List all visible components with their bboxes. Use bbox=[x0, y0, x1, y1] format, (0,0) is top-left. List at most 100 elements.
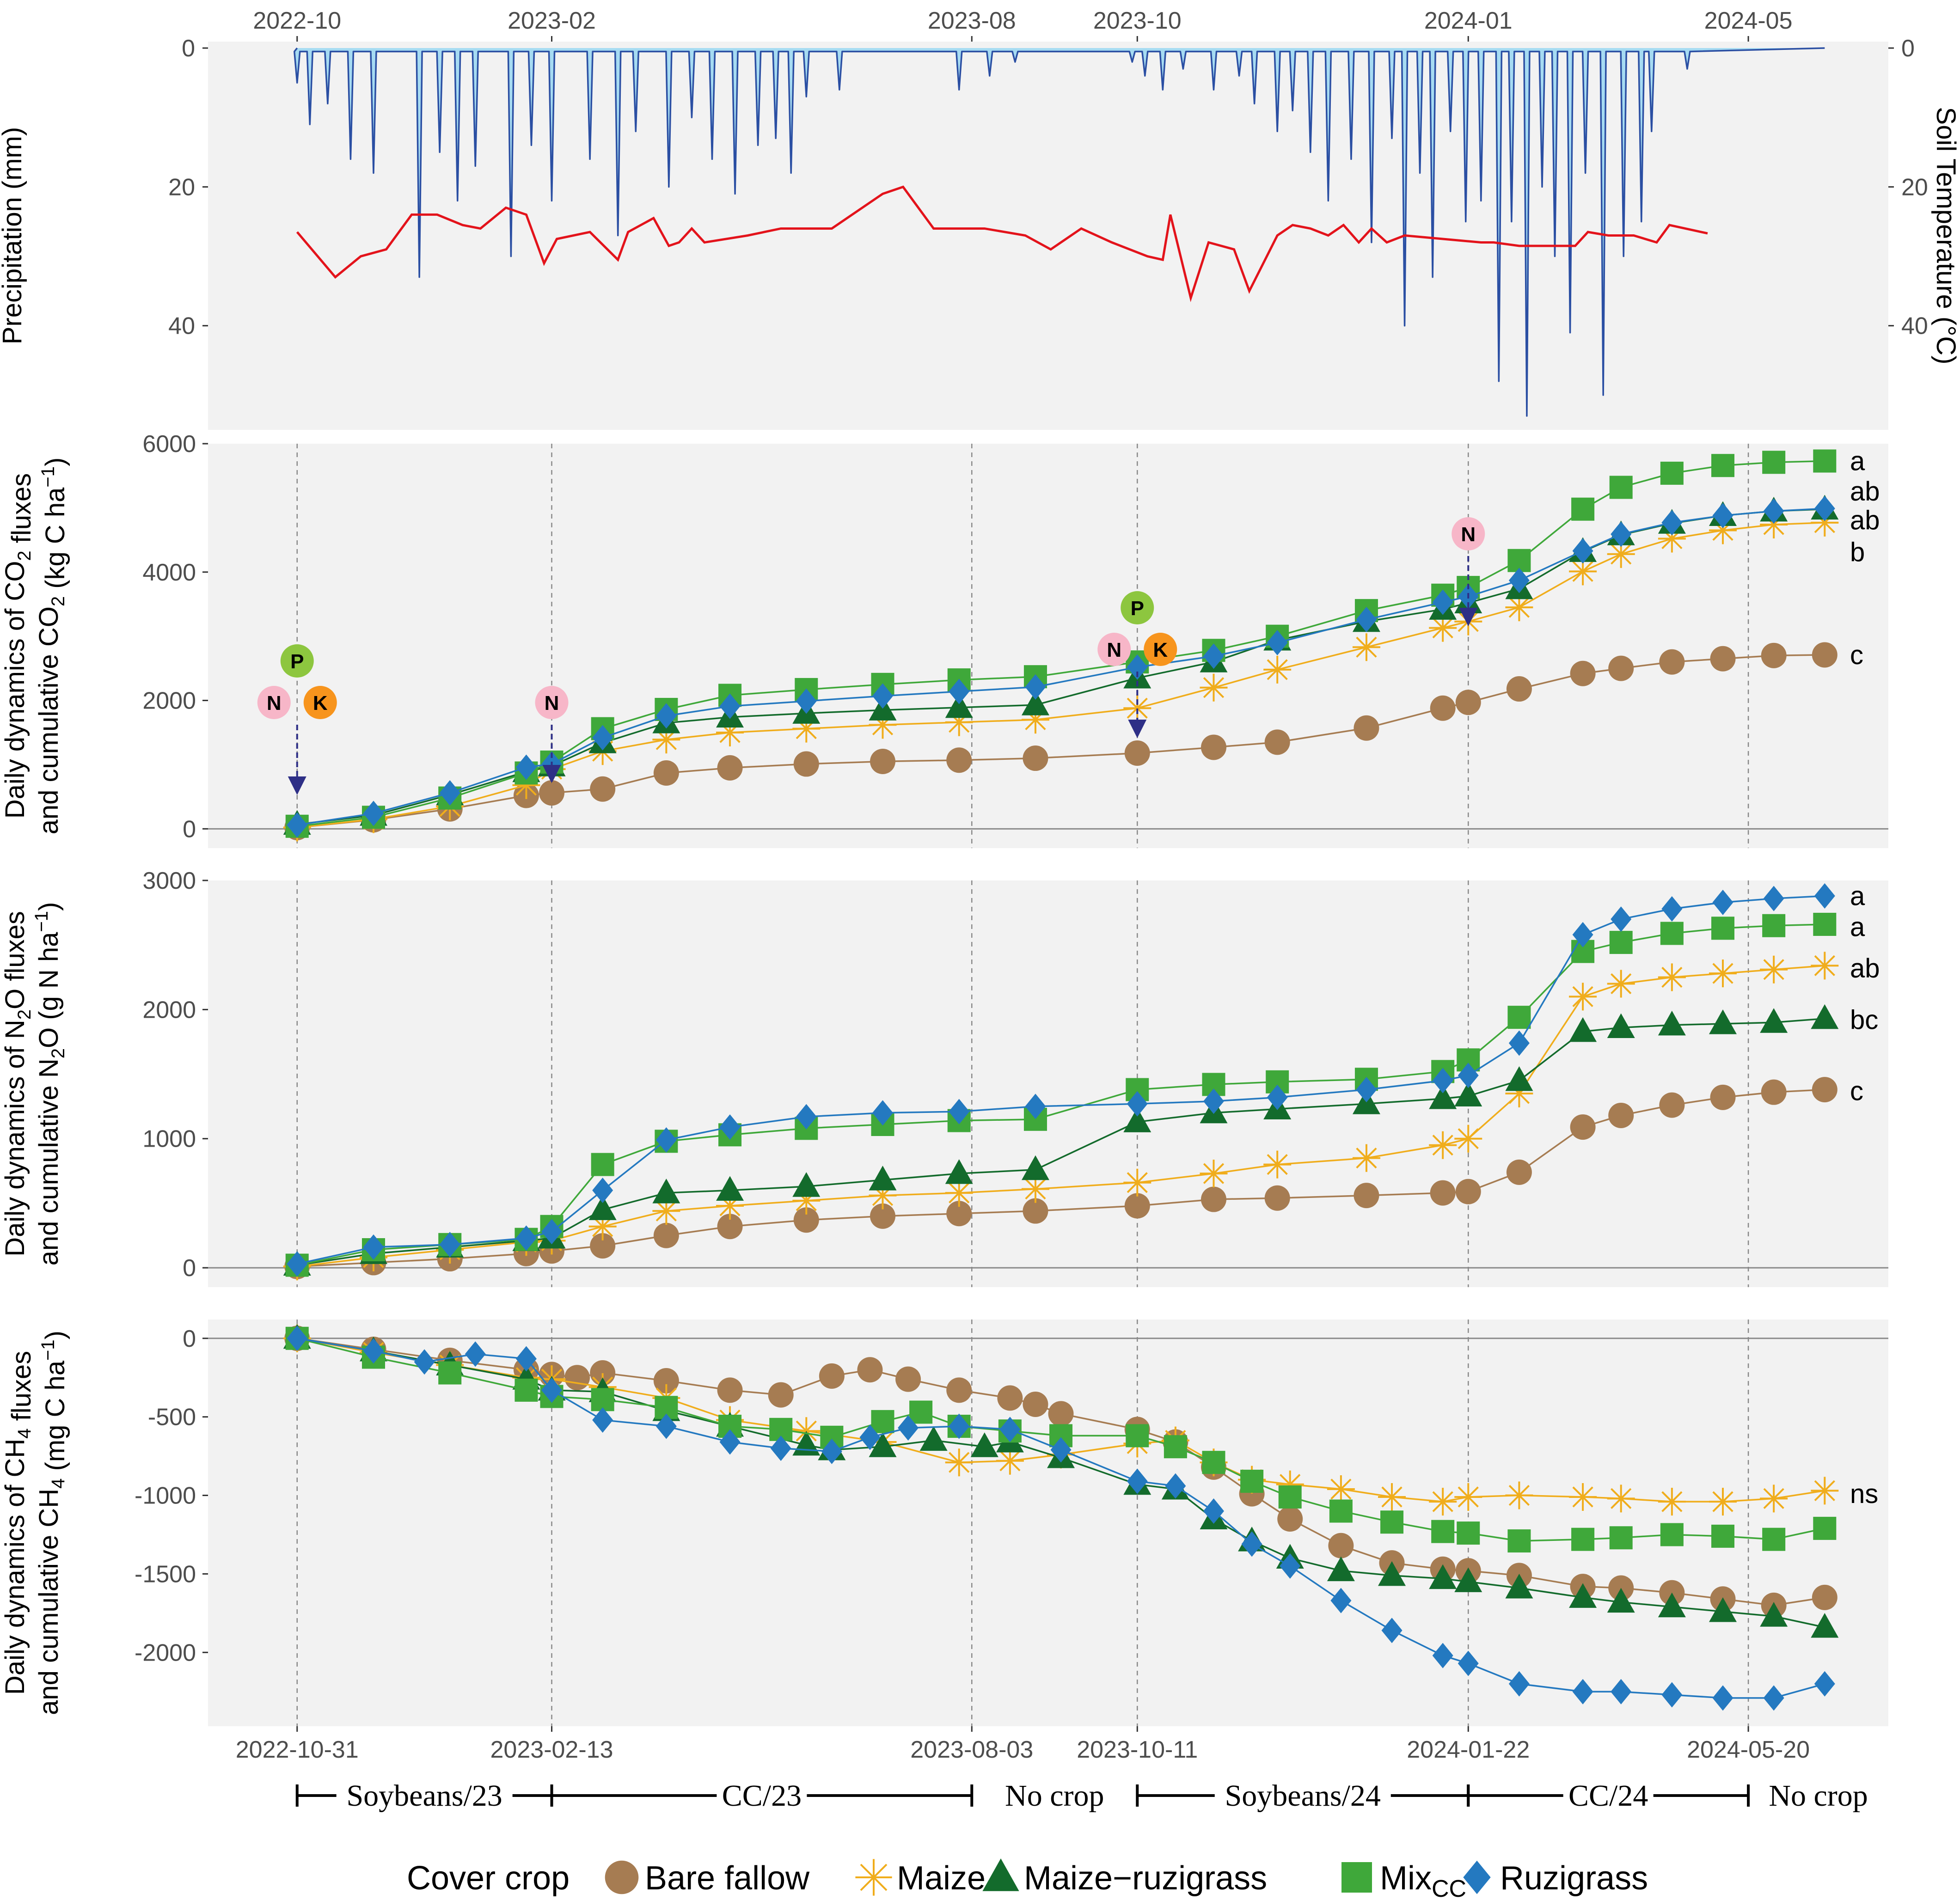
n2o-mr-point bbox=[1760, 1008, 1788, 1033]
n2o-bare-point bbox=[1023, 1198, 1048, 1224]
ch4-bare-point bbox=[653, 1368, 679, 1394]
co2-ruzi-point bbox=[515, 754, 537, 780]
co2-bare-point bbox=[1659, 649, 1685, 675]
ch4-mr-point bbox=[919, 1426, 948, 1451]
ch4-y-tick-label: -1000 bbox=[135, 1483, 196, 1509]
n2o-y-tick-label: 3000 bbox=[142, 868, 196, 894]
ch4-mr-point bbox=[1569, 1583, 1597, 1608]
ch4-mr-point bbox=[1429, 1564, 1457, 1589]
n2o-significance-letter: bc bbox=[1850, 1005, 1878, 1035]
left-tick-label: 40 bbox=[168, 313, 195, 340]
ch4-bare-point bbox=[1328, 1533, 1354, 1558]
ch4-panel: 0 -500 -1000 -1500 -2000 Daily dynamics of CH… bbox=[0, 1320, 1888, 1763]
n2o-mr-point bbox=[1569, 1017, 1597, 1042]
ch4-ruzi-point bbox=[1280, 1553, 1301, 1579]
co2-maize-point bbox=[869, 711, 897, 739]
ch4-ruzi-point bbox=[655, 1413, 677, 1439]
n2o-ruzi-point bbox=[719, 1114, 741, 1140]
n2o-bare-point bbox=[1200, 1186, 1226, 1212]
ch4-ruzi-point bbox=[719, 1429, 741, 1455]
date-tick-label: 2023-02-13 bbox=[490, 1736, 613, 1763]
ch4-y-tick-label: -500 bbox=[148, 1404, 196, 1431]
co2-significance-letter: ab bbox=[1850, 477, 1880, 507]
co2-mix-point bbox=[1660, 461, 1684, 485]
co2-bare-point bbox=[539, 780, 565, 806]
co2-significance-letter: c bbox=[1850, 640, 1863, 670]
n2o-mr-point bbox=[1658, 1010, 1686, 1036]
n2o-maize-point bbox=[1709, 959, 1737, 988]
co2-bare-point bbox=[1354, 715, 1379, 741]
n2o-maize-point bbox=[945, 1179, 973, 1207]
n2o-mix-point bbox=[591, 1153, 614, 1176]
legend-title: Cover crop bbox=[407, 1860, 570, 1897]
n2o-maize-point bbox=[1352, 1144, 1380, 1172]
ch4-significance-letter: ns bbox=[1850, 1479, 1878, 1509]
co2-ruzi-point bbox=[1025, 674, 1046, 700]
legend-maize-symbol bbox=[855, 1859, 892, 1896]
n2o-bare-point bbox=[1354, 1183, 1379, 1209]
co2-bare-point bbox=[1200, 734, 1226, 760]
co2-maize-point bbox=[652, 726, 680, 754]
co2-y-tick-label: 4000 bbox=[142, 559, 196, 586]
fertilizer-n-label: N bbox=[267, 692, 282, 715]
n2o-y-tick-label: 1000 bbox=[142, 1126, 196, 1153]
ch4-ruzi-point bbox=[1458, 1650, 1479, 1676]
right-tick-label: 0 bbox=[1901, 35, 1915, 62]
n2o-bare-point bbox=[1430, 1180, 1456, 1206]
n2o-bare-point bbox=[1812, 1077, 1838, 1103]
n2o-mix-point bbox=[1813, 912, 1837, 936]
co2-ruzi-point bbox=[1763, 498, 1784, 524]
ch4-mix-point bbox=[514, 1378, 538, 1402]
ch4-maize-point bbox=[1709, 1488, 1737, 1516]
ch4-mr-point bbox=[1327, 1556, 1355, 1582]
ch4-axis-title-line2: and cumulative CH4 (mg C ha−1) bbox=[34, 1331, 70, 1715]
n2o-ruzi-point bbox=[515, 1225, 537, 1251]
co2-bare-point bbox=[1455, 690, 1481, 715]
ch4-ruzi-point bbox=[1050, 1437, 1072, 1463]
ch4-ruzi-line bbox=[297, 1338, 1825, 1699]
n2o-maize-point bbox=[1505, 1079, 1533, 1107]
n2o-mix-point bbox=[1507, 1006, 1531, 1029]
co2-maize-point bbox=[1352, 633, 1380, 661]
co2-y-tick-label: 0 bbox=[183, 816, 196, 843]
n2o-mix-point bbox=[1609, 931, 1633, 954]
co2-maize-point bbox=[1658, 525, 1686, 553]
ch4-ruzi-point bbox=[1381, 1618, 1403, 1643]
n2o-significance-letter: a bbox=[1850, 912, 1865, 942]
ch4-ruzi-point bbox=[1572, 1679, 1593, 1705]
n2o-ruzi-point bbox=[1458, 1063, 1479, 1088]
ch4-mix-point bbox=[1329, 1499, 1353, 1523]
co2-maize-point bbox=[945, 708, 973, 736]
n2o-bare-point bbox=[946, 1201, 972, 1227]
ch4-maize-point bbox=[1658, 1488, 1686, 1516]
n2o-maize-point bbox=[1200, 1160, 1228, 1188]
co2-bare-point bbox=[717, 755, 743, 781]
n2o-ruzi-point bbox=[1025, 1094, 1046, 1119]
ch4-maize-point bbox=[1811, 1477, 1839, 1505]
n2o-maize-point bbox=[1658, 963, 1686, 991]
co2-maize-point bbox=[1123, 694, 1152, 722]
co2-ruzi-point bbox=[1611, 521, 1632, 547]
n2o-ruzi-point bbox=[1661, 896, 1683, 922]
ch4-mix-point bbox=[1431, 1520, 1455, 1543]
fertilizer-k-circle bbox=[1144, 633, 1177, 666]
n2o-significance-letter: ab bbox=[1850, 953, 1880, 984]
n2o-maize-point bbox=[1123, 1168, 1152, 1197]
n2o-ruzi-point bbox=[1712, 889, 1733, 915]
co2-ruzi-point bbox=[1267, 630, 1288, 656]
co2-bare-point bbox=[1506, 676, 1532, 702]
co2-ruzi-point bbox=[1203, 643, 1224, 669]
ch4-bare-point bbox=[819, 1363, 845, 1389]
ch4-mr-point bbox=[1505, 1574, 1533, 1599]
legend-mr-label: Maize−ruzigrass bbox=[1024, 1860, 1267, 1897]
ch4-ruzi-point bbox=[770, 1436, 791, 1461]
n2o-mix-point bbox=[1762, 914, 1786, 937]
ch4-y-tick-label: -2000 bbox=[135, 1639, 196, 1666]
co2-maize-point bbox=[512, 771, 540, 799]
legend: Cover crop Bare fallow Maize Maize−ruzigras… bbox=[407, 1858, 1648, 1900]
ch4-maize-point bbox=[1454, 1483, 1482, 1511]
ch4-mr-point bbox=[1811, 1613, 1839, 1638]
n2o-maize-point bbox=[1263, 1150, 1292, 1179]
n2o-ruzi-point bbox=[1203, 1088, 1224, 1114]
legend-bare-symbol bbox=[605, 1860, 639, 1894]
